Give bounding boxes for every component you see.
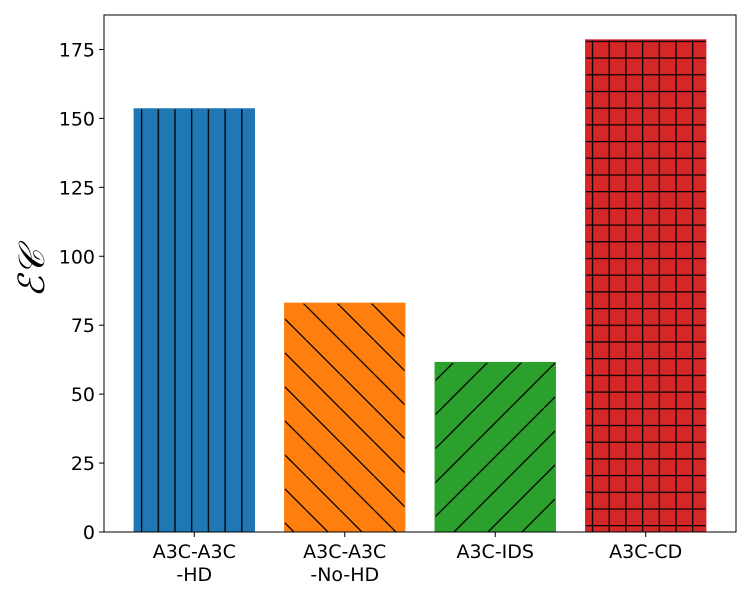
bar-a3c-cd bbox=[585, 39, 707, 533]
y-tick-label: 50 bbox=[71, 384, 95, 406]
bar-a3c-a3c-hd bbox=[133, 108, 255, 533]
y-tick-label: 100 bbox=[59, 246, 95, 268]
y-tick-label: 150 bbox=[59, 108, 95, 130]
x-tick-label: A3C-CD bbox=[609, 541, 682, 563]
x-tick-label: A3C-A3C -HD bbox=[153, 541, 236, 586]
y-tick-label: 25 bbox=[71, 453, 95, 475]
x-axis: A3C-A3C -HD A3C-A3C -No-HD A3C-IDS A3C-CD bbox=[153, 532, 682, 586]
y-tick-label: 75 bbox=[71, 315, 95, 337]
y-tick-label: 175 bbox=[59, 39, 95, 61]
bar-a3c-a3c-no-hd bbox=[284, 302, 406, 533]
x-tick-label: A3C-IDS bbox=[456, 541, 534, 563]
y-axis: 0 25 50 75 100 125 150 175 bbox=[59, 39, 104, 544]
x-tick-label: A3C-A3C -No-HD bbox=[303, 541, 386, 586]
y-tick-label: 0 bbox=[83, 522, 95, 544]
y-axis-label: ℰ𝒞 bbox=[12, 240, 53, 298]
plot-frame bbox=[103, 14, 737, 533]
bars-group bbox=[133, 39, 707, 533]
bar-a3c-ids bbox=[434, 361, 556, 533]
y-tick-label: 125 bbox=[59, 177, 95, 199]
